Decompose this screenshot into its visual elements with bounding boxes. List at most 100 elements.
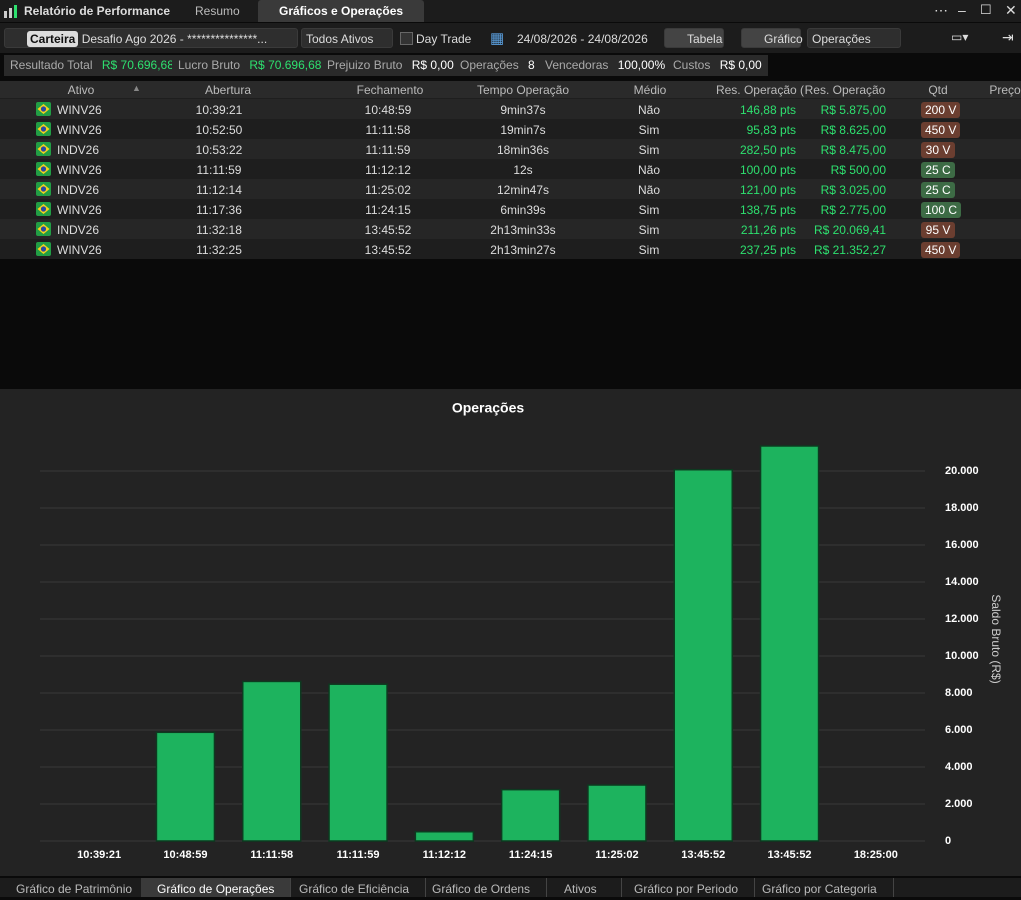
- open-time: 10:52:50: [195, 123, 243, 137]
- result-pts: 95,83 pts: [746, 123, 796, 137]
- maximize[interactable]: ☐: [980, 2, 992, 17]
- summary-value: R$ 0,00: [719, 58, 762, 72]
- column-header[interactable]: Médio: [633, 83, 667, 97]
- bottom-tab[interactable]: Gráfico de Operações: [141, 878, 292, 897]
- tab[interactable]: Gráficos e Operações: [258, 0, 425, 22]
- duration: 12min47s: [496, 183, 550, 197]
- calendar-icon[interactable]: ▦: [490, 30, 505, 47]
- open-time: 11:32:25: [196, 243, 242, 257]
- summary-label: Vencedoras: [545, 58, 609, 72]
- average: Não: [637, 183, 660, 197]
- flag-icon: [36, 202, 51, 216]
- column-header[interactable]: Preço: [989, 83, 1021, 97]
- column-header[interactable]: Qtd: [928, 83, 948, 97]
- chart-title: Operações: [452, 400, 525, 416]
- export-icon[interactable]: ▭▾: [951, 30, 969, 44]
- bottom-tab[interactable]: Gráfico por Categoria: [746, 878, 894, 897]
- summary-label: Prejuizo Bruto: [327, 58, 403, 72]
- bottom-tab[interactable]: Gráfico de Ordens: [416, 878, 548, 897]
- bar: [587, 784, 647, 842]
- quantity: 100 C: [921, 202, 962, 218]
- bottom-tab[interactable]: Gráfico por Periodo: [618, 878, 756, 897]
- y-tick-label: 20.000: [945, 465, 979, 477]
- result-brl: R$ 3.025,00: [820, 183, 886, 197]
- table-row: [0, 119, 1021, 139]
- checkbox[interactable]: [400, 32, 413, 45]
- y-tick-label: 12.000: [945, 613, 979, 625]
- flag-icon: [36, 242, 51, 256]
- summary-item: Prejuizo Bruto R$ 0,00: [321, 55, 460, 76]
- quantity: 95 V: [921, 222, 955, 238]
- close-time: 11:11:59: [365, 143, 411, 157]
- y-tick-label: 10.000: [945, 650, 979, 662]
- table-row: [0, 239, 1021, 259]
- result-brl: R$ 21.352,27: [813, 243, 886, 257]
- menu-icon[interactable]: ⋯: [934, 2, 948, 18]
- asset: WINV26: [57, 243, 102, 257]
- summary-label: Lucro Bruto: [178, 58, 241, 72]
- summary-item: Vencedoras 100,00%: [539, 55, 672, 76]
- result-pts: 121,00 pts: [739, 183, 796, 197]
- flag-icon: [36, 162, 51, 176]
- summary-label: Custos: [673, 58, 711, 72]
- title-bar: Relatório de Performance Resumo Gráficos …: [0, 0, 1021, 22]
- assets-select[interactable]: Todos Ativos: [301, 28, 393, 48]
- bottom-tab[interactable]: Gráfico de Eficiência: [283, 878, 427, 897]
- asset: WINV26: [57, 123, 102, 137]
- chart-button[interactable]: Gráfico: [741, 28, 803, 48]
- asset: INDV26: [57, 183, 100, 197]
- day-trade: Day Trade: [416, 32, 472, 46]
- summary-label: Operações: [460, 58, 519, 72]
- result-pts: 100,00 pts: [739, 163, 796, 177]
- y-axis-label: Saldo Bruto (R$): [989, 594, 1003, 683]
- average: Sim: [638, 123, 660, 137]
- tab[interactable]: Resumo: [195, 4, 240, 18]
- asset: WINV26: [57, 103, 102, 117]
- bottom-tab[interactable]: Ativos: [540, 878, 622, 897]
- exit-icon[interactable]: ⇥: [1002, 29, 1014, 45]
- result-pts: 282,50 pts: [739, 143, 796, 157]
- flag-icon: [36, 182, 51, 196]
- minimize[interactable]: –: [958, 2, 966, 18]
- chart-select[interactable]: Operações: [807, 28, 901, 48]
- column-header[interactable]: Res. Operação (: [715, 83, 805, 97]
- toolbar: Carteira Desafio Ago 2026 - ************…: [0, 23, 1021, 53]
- asset: WINV26: [57, 163, 102, 177]
- column-header[interactable]: Res. Operação: [804, 83, 886, 97]
- chart: Operações Saldo Bruto (R$) 0 2.000 4.000 6.…: [0, 389, 1021, 876]
- x-tick-label: 11:11:58: [250, 849, 293, 861]
- average: Sim: [638, 143, 660, 157]
- bottom-tab[interactable]: Gráfico de Patrimônio: [0, 878, 150, 897]
- table-button[interactable]: Tabela: [664, 28, 724, 48]
- close-time: 11:25:02: [365, 183, 411, 197]
- result-pts: 211,26 pts: [740, 223, 796, 237]
- flag-icon: [36, 222, 51, 236]
- portfolio-select[interactable]: Carteira Desafio Ago 2026 - ************…: [4, 28, 298, 48]
- flag: [36, 142, 51, 159]
- column-header[interactable]: Ativo: [67, 83, 95, 97]
- flag-icon: [36, 122, 51, 136]
- y-tick-label: 18.000: [945, 502, 979, 514]
- portfolio: Desafio Ago 2026 - ***************...: [81, 32, 268, 46]
- summary-value: 8: [528, 58, 535, 72]
- flag: [36, 202, 51, 219]
- column-header[interactable]: Tempo Operação: [476, 83, 570, 97]
- table-row: [0, 199, 1021, 219]
- summary-value: R$ 70.696,68: [101, 58, 174, 72]
- x-tick-label: 13:45:52: [768, 849, 812, 861]
- table-row: [0, 219, 1021, 239]
- average: Sim: [638, 203, 660, 217]
- result-pts: 146,88 pts: [739, 103, 796, 117]
- flag-icon: [36, 102, 51, 116]
- close-time: 11:12:12: [365, 163, 411, 177]
- close[interactable]: ✕: [1005, 2, 1017, 18]
- column-header[interactable]: Fechamento: [356, 83, 424, 97]
- bar: [414, 831, 475, 842]
- close-time: 11:11:58: [365, 123, 411, 137]
- app-icon: [4, 5, 17, 18]
- flag: [36, 242, 51, 259]
- bar: [242, 680, 302, 842]
- column-header[interactable]: Abertura: [204, 83, 252, 97]
- y-tick-label: 16.000: [945, 539, 979, 551]
